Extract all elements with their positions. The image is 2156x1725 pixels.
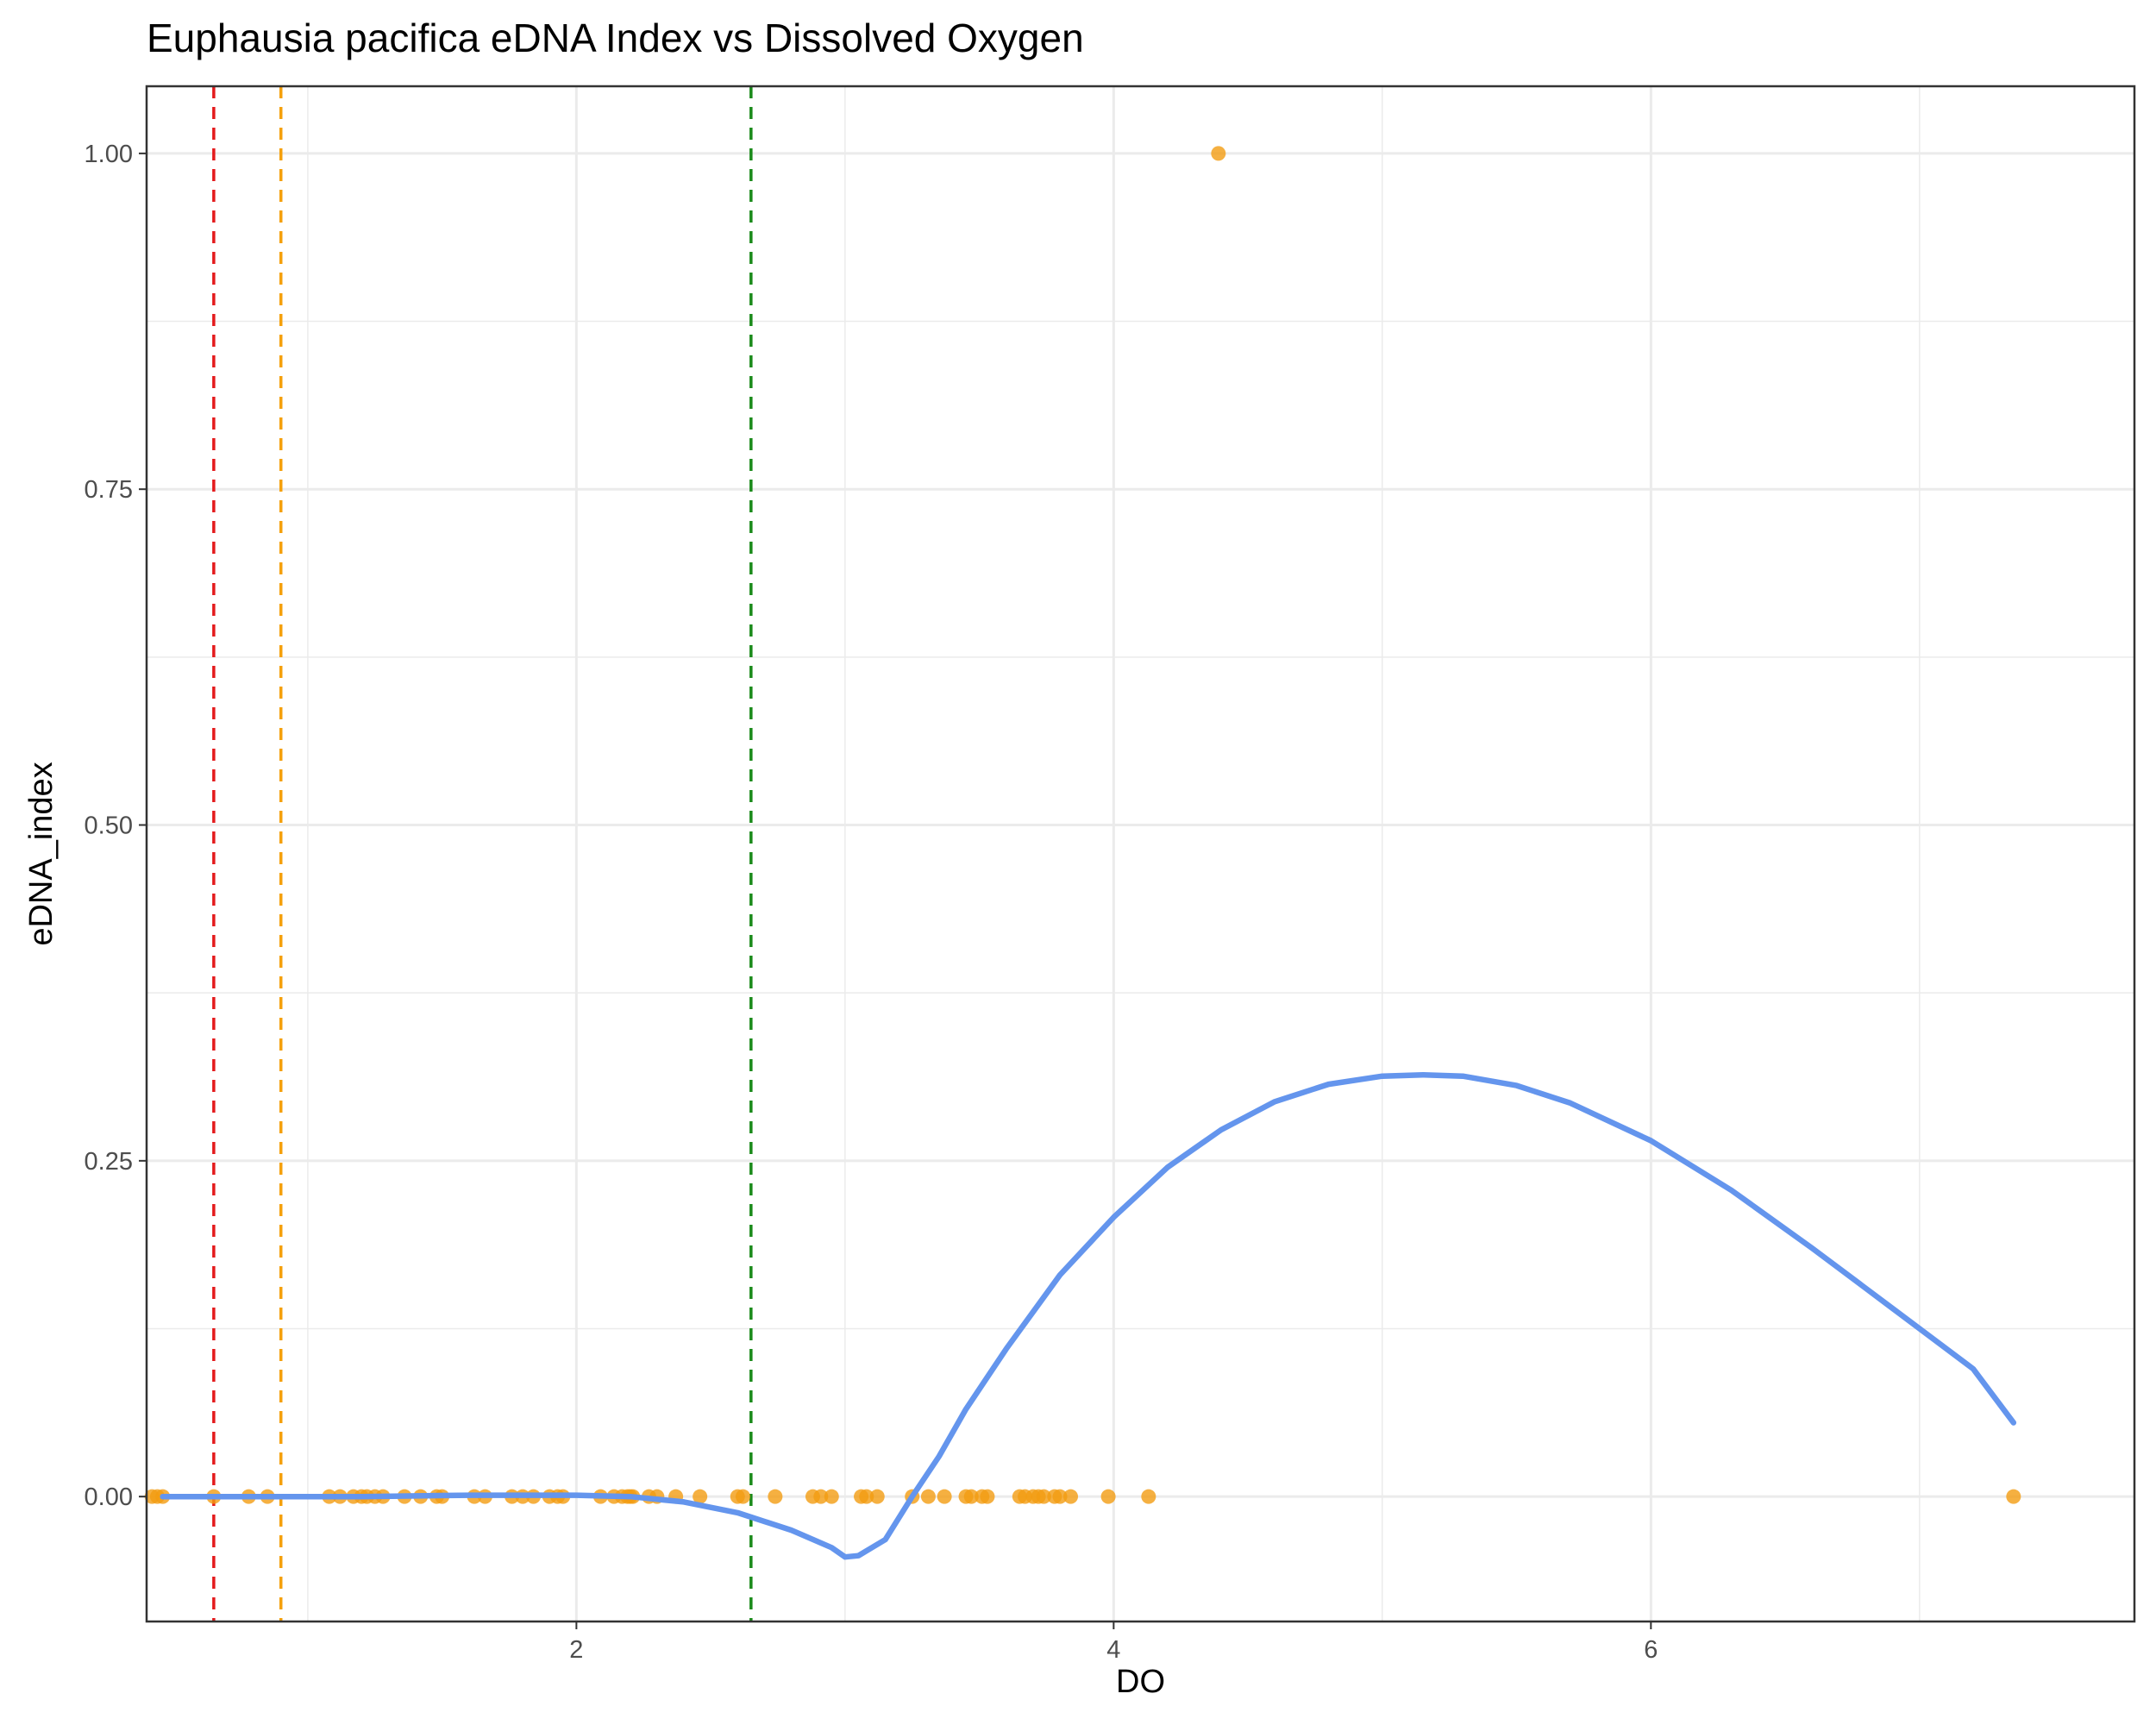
- data-point: [693, 1489, 708, 1504]
- data-point: [963, 1489, 979, 1504]
- x-tick-label: 6: [1644, 1636, 1658, 1664]
- data-point: [1052, 1489, 1068, 1504]
- x-tick-label: 2: [569, 1636, 583, 1664]
- reference-lines: [212, 86, 753, 1622]
- data-point: [920, 1489, 936, 1504]
- plot-panel-border: [145, 85, 2136, 1623]
- axis-layer: 2 4 6 0.00 0.25 0.50 0.75 1.00: [85, 141, 1658, 1664]
- y-tick-label: 0.25: [85, 1148, 133, 1176]
- y-axis-title: eDNA_index: [23, 762, 60, 945]
- y-tick-label: 0.75: [85, 476, 133, 504]
- chart-title: Euphausia pacifica eDNA Index vs Dissolv…: [147, 16, 1084, 60]
- data-point: [768, 1489, 783, 1504]
- y-tick-label: 0.50: [85, 812, 133, 840]
- data-point: [736, 1489, 750, 1504]
- data-point: [937, 1489, 952, 1504]
- data-point: [1211, 146, 1226, 161]
- data-point: [1036, 1489, 1051, 1504]
- plot-panel-background: [147, 86, 2134, 1622]
- smooth-curve-layer: [160, 1071, 2017, 1560]
- x-axis-title: DO: [1116, 1664, 1165, 1700]
- data-point: [859, 1489, 874, 1504]
- data-point: [1141, 1489, 1156, 1504]
- y-tick-label: 1.00: [85, 141, 133, 168]
- smooth-curve: [160, 1071, 2017, 1560]
- data-point: [1063, 1489, 1079, 1504]
- data-point: [980, 1489, 995, 1504]
- data-point: [824, 1489, 839, 1504]
- x-tick-label: 4: [1106, 1636, 1120, 1664]
- y-tick-label: 0.00: [85, 1484, 133, 1511]
- data-point: [869, 1489, 885, 1504]
- data-point: [813, 1489, 829, 1504]
- data-point: [2006, 1489, 2021, 1504]
- data-point: [1100, 1489, 1116, 1504]
